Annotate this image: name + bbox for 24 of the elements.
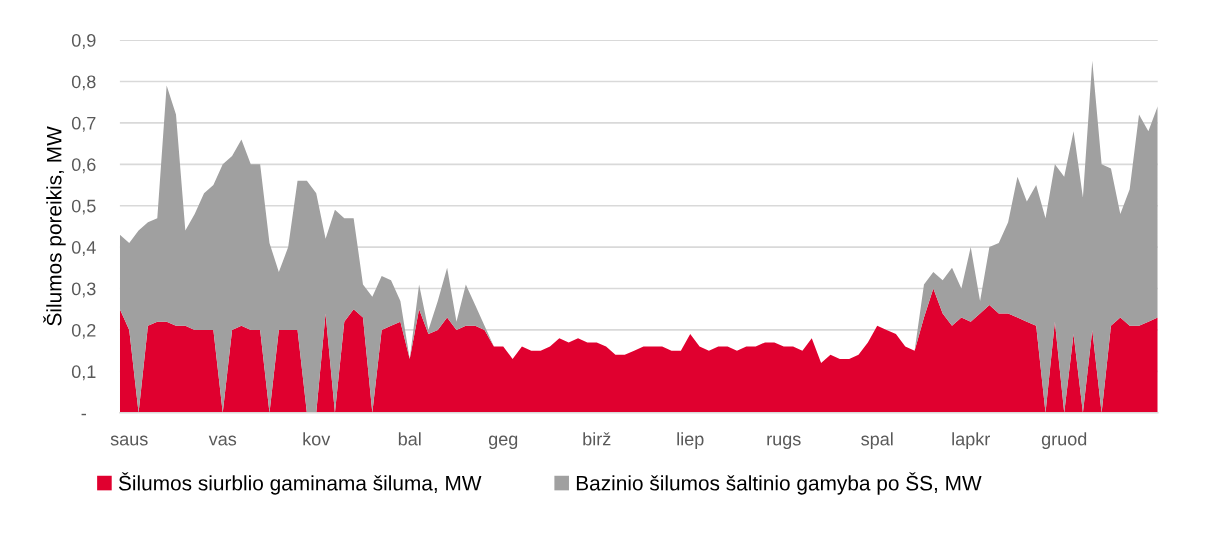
x-tick-label: spal: [861, 432, 893, 450]
x-tick-label: bal: [398, 432, 421, 446]
y-tick-label: 0,8: [71, 75, 96, 91]
y-tick-label: 0,2: [71, 323, 96, 339]
x-tick-label: lapkr: [952, 432, 990, 450]
x-tick-label: vas: [208, 435, 237, 446]
x-tick-label: liep: [677, 432, 704, 450]
legend-label: Bazinio šilumos šaltinio gamyba po ŠS, MW: [576, 472, 982, 495]
x-tick-label: kov: [303, 432, 331, 446]
y-axis-title: Šilumos poreikis, MW: [43, 126, 66, 326]
x-tick-label: geg: [488, 435, 518, 450]
y-tick-label: 0,3: [71, 282, 96, 298]
y-tick-label: 0,5: [71, 199, 96, 215]
x-tick-label: birž: [583, 432, 611, 446]
legend-label: Šilumos siurblio gaminama šiluma, MW: [118, 472, 482, 495]
y-tick-label: 0,6: [71, 158, 96, 174]
y-tick-label: 0,7: [71, 116, 96, 132]
y-tick-label: 0,9: [71, 33, 96, 49]
x-tick-label: rugs: [767, 435, 801, 450]
y-tick-label: -: [81, 413, 86, 416]
y-tick-label: 0,4: [71, 241, 96, 256]
x-tick-label: gruod: [1041, 432, 1087, 450]
y-tick-label: 0,1: [71, 365, 96, 381]
x-tick-label: saus: [110, 435, 148, 446]
